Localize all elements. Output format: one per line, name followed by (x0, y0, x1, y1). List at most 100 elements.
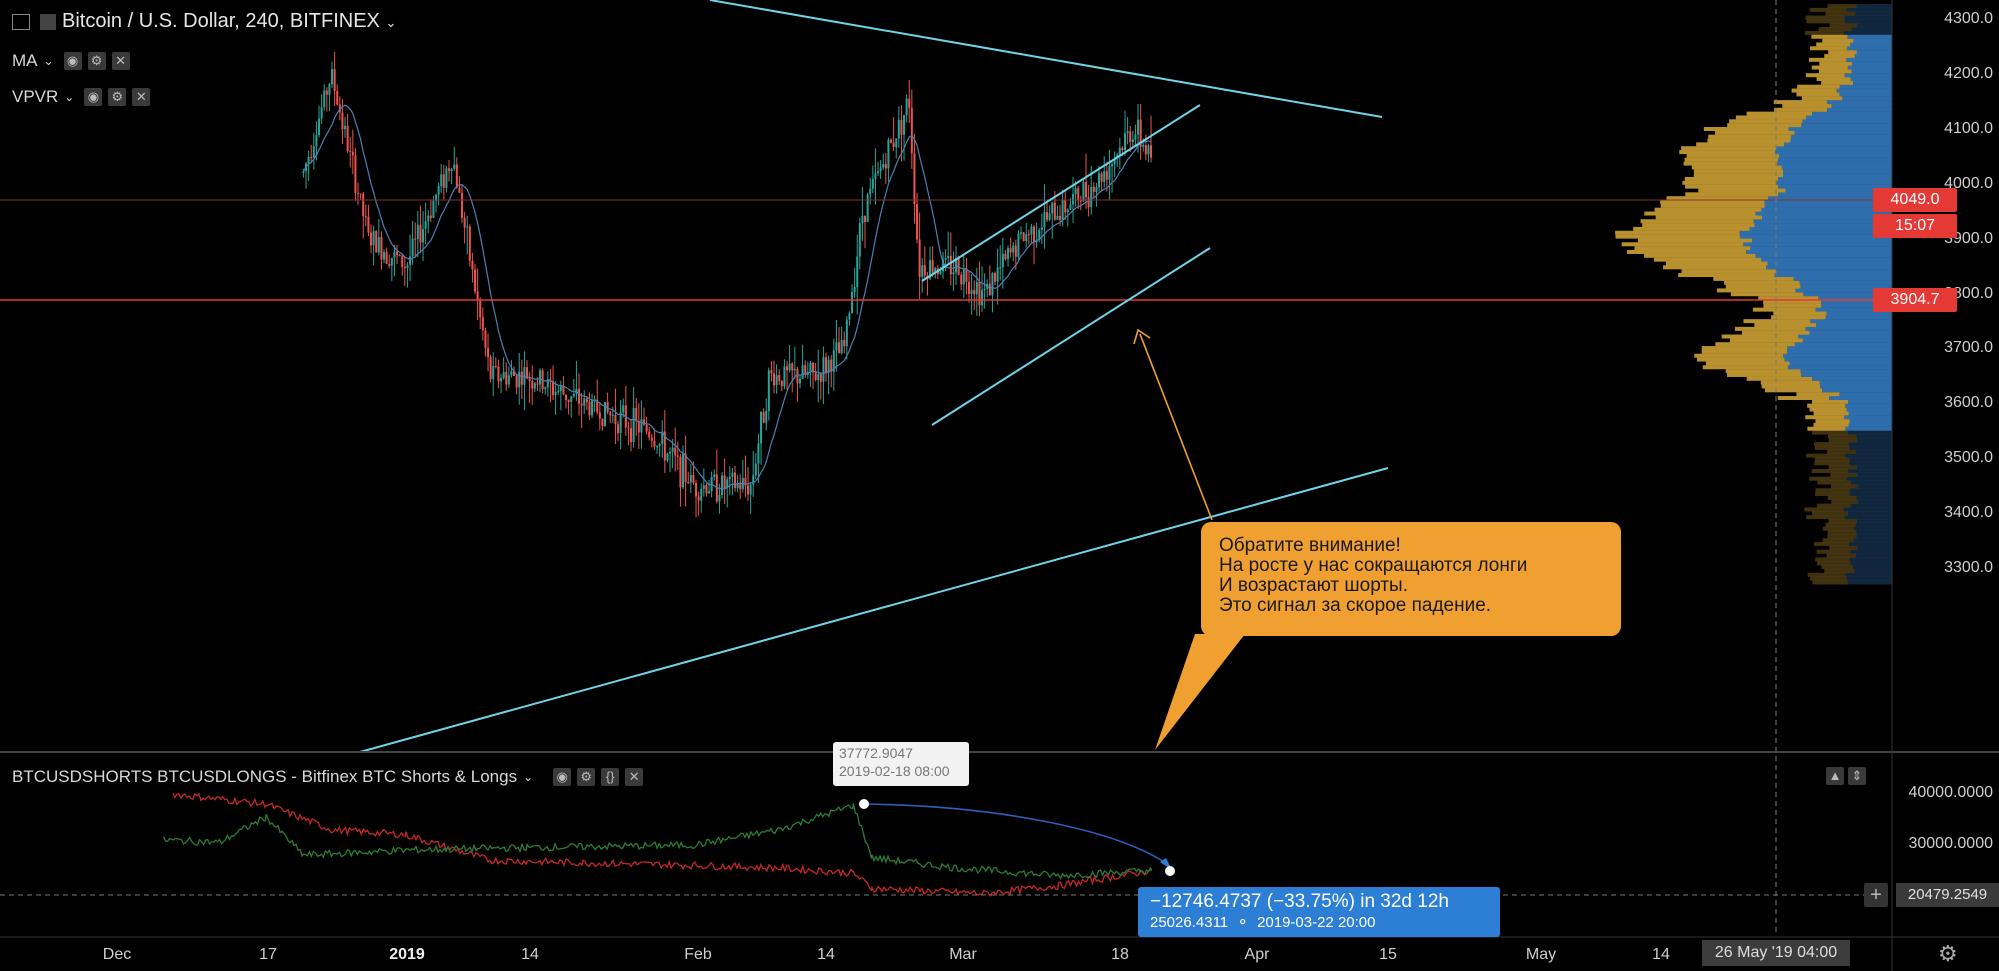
lower-indicator-row[interactable]: BTCUSDSHORTS BTCUSDLONGS - Bitfinex BTC … (12, 767, 644, 787)
volume-profile-bar-down (1847, 430, 1892, 435)
measure-tooltip-value: 25026.4311 (1150, 914, 1229, 931)
settings-gear-icon[interactable]: ⚙ (1938, 941, 1958, 966)
volume-profile-bar-down (1764, 200, 1892, 205)
time-axis-label: 15 (1379, 946, 1397, 963)
upper-trendline[interactable] (709, 0, 1383, 118)
candle-body (840, 340, 843, 354)
candle-body (1009, 248, 1012, 253)
candle-body (671, 447, 674, 452)
close-icon[interactable]: ✕ (111, 52, 130, 70)
candle-body (323, 90, 326, 108)
volume-profile-bar-up (1764, 388, 1823, 393)
volume-profile-bar-up (1826, 553, 1857, 558)
channel-lower-line[interactable] (931, 247, 1211, 426)
volume-profile-bar-down (1810, 319, 1892, 324)
lower-trendline[interactable] (359, 467, 1389, 753)
crosshair-plus-button[interactable] (1864, 883, 1888, 907)
symbol-header[interactable]: Bitcoin / U.S. Dollar, 240, BITFINEX ⌄ (12, 10, 396, 33)
volume-profile-bar-down (1761, 207, 1892, 212)
volume-profile-bar-up (1773, 100, 1827, 105)
candle-body (778, 374, 781, 381)
volume-profile-bar-down (1749, 226, 1892, 231)
lock-icon[interactable] (40, 13, 56, 30)
candle-body (500, 378, 503, 382)
volume-profile-bar-up (1828, 518, 1858, 523)
candle-body (882, 164, 885, 168)
candle-body (539, 370, 542, 385)
symbol-title[interactable]: Bitcoin / U.S. Dollar, 240, BITFINEX (62, 10, 380, 32)
volume-profile-bar-up (1721, 334, 1799, 339)
ma-indicator-label[interactable]: MA (12, 51, 38, 70)
annotation-callout[interactable]: Обратите внимание! На росте у нас сокращ… (1201, 522, 1621, 636)
volume-profile-bar-down (1776, 180, 1892, 185)
chevron-down-icon[interactable]: ⌄ (43, 54, 54, 68)
candle-body (981, 290, 984, 306)
candle-body (994, 273, 997, 282)
code-icon[interactable]: {} (601, 768, 620, 786)
chevron-down-icon[interactable]: ⌄ (385, 15, 397, 30)
candle-body (424, 221, 427, 230)
eye-icon[interactable]: ◉ (84, 88, 103, 106)
volume-profile-bar-down (1812, 111, 1892, 116)
eye-icon[interactable]: ◉ (553, 768, 572, 786)
volume-profile-bar-down (1845, 403, 1892, 408)
candle-body (570, 396, 573, 402)
candle-body (1108, 166, 1111, 180)
volume-profile-bar-down (1778, 184, 1892, 189)
volume-profile-bar-up (1815, 492, 1850, 497)
chevron-down-icon[interactable]: ⌄ (64, 90, 75, 104)
collapse-pane-icon[interactable]: ⇕ (1848, 767, 1866, 785)
gear-icon[interactable]: ⚙ (108, 88, 127, 106)
vpvr-indicator-label[interactable]: VPVR (12, 87, 59, 106)
candle-body (585, 398, 588, 402)
volume-profile-bar-up (1807, 572, 1846, 577)
volume-profile-bar-down (1847, 34, 1892, 39)
eye-icon[interactable]: ◉ (63, 52, 82, 70)
volume-profile-bar-up (1807, 426, 1846, 431)
candle-body (1103, 171, 1106, 182)
menu-icon[interactable] (12, 13, 30, 30)
candle-body (1069, 204, 1072, 210)
candle-body (468, 226, 471, 261)
vpvr-indicator-row[interactable]: VPVR ⌄ ◉ ⚙ ✕ (12, 87, 151, 107)
candle-body (497, 366, 500, 382)
candle-body (697, 496, 700, 501)
annotation-line: Это сигнал за скорое падение. (1219, 595, 1492, 616)
volume-profile-bar-down (1821, 299, 1892, 304)
measure-end-point[interactable] (1165, 866, 1175, 876)
lower-indicator-title[interactable]: BTCUSDSHORTS BTCUSDLONGS - Bitfinex BTC … (12, 767, 518, 786)
volume-profile-bar-down (1793, 276, 1892, 281)
peak-tooltip-value: 37772.9047 (839, 745, 913, 761)
close-icon[interactable]: ✕ (625, 768, 644, 786)
measure-start-point[interactable] (859, 799, 869, 809)
candle-body (455, 164, 458, 188)
measure-arc[interactable] (863, 803, 1171, 867)
channel-upper-line[interactable] (921, 104, 1201, 282)
volume-profile-bar-up (1727, 123, 1802, 128)
volume-profile-bar-down (1850, 561, 1892, 566)
volume-profile-bar-down (1844, 30, 1892, 35)
candle-body (401, 255, 404, 267)
volume-profile-bar-down (1829, 396, 1892, 401)
gear-icon[interactable]: ⚙ (577, 768, 596, 786)
volume-profile-bar-down (1855, 11, 1892, 16)
calendar-icon: ⚬ (1236, 914, 1249, 931)
volume-profile-bar-up (1819, 61, 1853, 66)
gear-icon[interactable]: ⚙ (87, 52, 106, 70)
candle-body (528, 378, 531, 381)
close-icon[interactable]: ✕ (132, 88, 151, 106)
volume-profile-bar-down (1839, 84, 1892, 89)
volume-profile-bar-down (1858, 484, 1892, 489)
maximize-pane-icon[interactable]: ▲ (1826, 767, 1844, 785)
ma-indicator-row[interactable]: MA ⌄ ◉ ⚙ ✕ (12, 51, 130, 71)
candle-body (1142, 145, 1145, 147)
annotation-arrow[interactable] (1139, 333, 1213, 521)
volume-profile-bar-down (1767, 261, 1892, 266)
volume-profile-bar-down (1856, 553, 1892, 558)
candle-body (591, 400, 594, 416)
volume-profile-bar-down (1789, 361, 1892, 366)
chevron-down-icon[interactable]: ⌄ (523, 770, 534, 784)
volume-profile-bar-down (1764, 203, 1892, 208)
candle-body (1048, 213, 1051, 220)
